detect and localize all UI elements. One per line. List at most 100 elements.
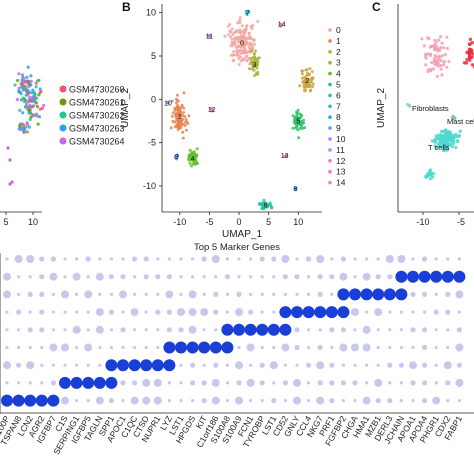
panel-b-point <box>177 116 181 120</box>
panel-b-legend-label: 6 <box>336 90 341 100</box>
panel-b-point <box>171 111 175 115</box>
panel-b-legend-swatch <box>328 137 332 141</box>
panel-c-point <box>468 56 472 60</box>
panel-a-point <box>31 88 35 92</box>
panel-b-point <box>240 48 244 52</box>
dot-plot-dot <box>349 288 361 301</box>
panel-c-point <box>422 44 426 48</box>
dot-plot-dot <box>51 310 56 314</box>
dot-plot-dot <box>214 328 218 332</box>
panel-c-point <box>444 128 448 132</box>
dot-plot-dot <box>156 292 160 296</box>
dot-plot-dot <box>259 380 265 386</box>
dot-plot-dot <box>213 362 219 368</box>
panel-c-point <box>430 60 434 65</box>
panel-b-point <box>242 51 246 55</box>
panel-a-point <box>27 125 31 129</box>
panel-c-point <box>435 74 439 78</box>
panel-c-point <box>433 138 437 142</box>
panel-a-legend-label: GSM4730263 <box>69 124 125 134</box>
panel-b-point <box>238 16 242 20</box>
dot-plot-dot <box>341 363 345 367</box>
dot-plot-dot <box>61 396 69 405</box>
panel-b-legend-label: 1 <box>336 36 341 46</box>
dot-plot-dot <box>434 363 438 367</box>
panel-b-point <box>303 126 307 130</box>
panel-b-point <box>176 125 180 129</box>
dot-plot-dot <box>133 345 137 350</box>
panel-a-legend-swatch <box>59 111 67 119</box>
dot-plot-dot <box>376 345 380 350</box>
panel-a-legend-swatch <box>59 137 67 145</box>
dot-plot-dot <box>75 292 79 296</box>
panel-c-point <box>454 132 458 136</box>
panel-b-point <box>228 29 232 33</box>
dot-plot-dot <box>307 345 311 350</box>
dot-plot-dot <box>211 255 220 263</box>
panel-b-point <box>237 63 241 66</box>
panel-b-point <box>244 28 248 32</box>
panel-c-point <box>442 60 447 64</box>
dot-plot-dot <box>27 291 33 297</box>
dot-plot-dot <box>5 310 9 314</box>
dot-plot-dot <box>191 399 195 403</box>
panel-c-point <box>439 67 443 71</box>
dot-plot-dot <box>225 257 229 261</box>
dot-plot-dot <box>307 381 311 385</box>
panel-c-point <box>447 133 452 138</box>
dot-plot-dot <box>293 378 301 387</box>
panel-b-legend-swatch <box>328 169 332 174</box>
dot-plot-dot <box>128 359 141 372</box>
dot-plot-dot <box>16 309 22 315</box>
dot-plot-dot <box>302 306 315 319</box>
dot-plot-dot <box>340 327 346 333</box>
panel-c-point <box>440 41 444 45</box>
panel-b-point <box>182 91 186 95</box>
panel-b-point <box>230 40 234 44</box>
panel-c-point <box>425 173 430 177</box>
dot-plot-dot <box>51 328 56 332</box>
panel-b-x-tick-label: -5 <box>205 217 213 227</box>
panel-b-point <box>252 39 256 43</box>
dot-plot-dot <box>214 275 218 279</box>
panel-b-point <box>253 74 257 77</box>
panel-b-point <box>231 53 235 57</box>
panel-b-point <box>255 63 259 67</box>
panel-b-legend-label: 9 <box>336 123 341 133</box>
panel-b-point <box>252 68 256 72</box>
panel-b-legend-swatch <box>328 180 332 185</box>
panel-a-point <box>38 107 43 111</box>
dot-plot-dot <box>72 325 81 334</box>
dot-plot-dot <box>271 398 277 404</box>
dot-plot-dot <box>395 288 408 301</box>
panel-c-point <box>465 50 469 55</box>
dot-plot-dot <box>397 255 406 263</box>
panel-b-legend-label: 3 <box>336 58 341 68</box>
dot-plot-dot <box>330 292 334 296</box>
dot-plot-dot <box>95 325 104 334</box>
dot-plot-dot <box>307 399 311 403</box>
panel-a-point <box>38 87 42 91</box>
dot-plot-dot <box>339 343 348 352</box>
dot-plot-dot <box>281 255 290 263</box>
dot-plot-dot <box>374 378 383 387</box>
dot-plot-dot <box>376 363 380 367</box>
dot-plot-dot <box>188 308 197 317</box>
dot-plot-dot <box>293 396 301 405</box>
dot-plot-dot <box>26 255 35 263</box>
dot-plot-dot <box>202 292 206 296</box>
dot-plot-dot <box>457 310 461 314</box>
panel-b-point <box>245 37 249 40</box>
panel-b-point <box>190 164 193 168</box>
panel-c-point <box>430 139 435 143</box>
dot-plot-dot <box>351 308 359 317</box>
dot-plot-dot <box>455 378 464 387</box>
dot-plot-dot <box>388 310 392 314</box>
dot-plot-dot <box>365 381 369 385</box>
dot-plot-dot <box>121 345 125 350</box>
dot-plot-dot <box>132 256 138 262</box>
panel-b-x-tick-label: 0 <box>237 217 242 227</box>
dot-plot-dot <box>155 309 161 315</box>
